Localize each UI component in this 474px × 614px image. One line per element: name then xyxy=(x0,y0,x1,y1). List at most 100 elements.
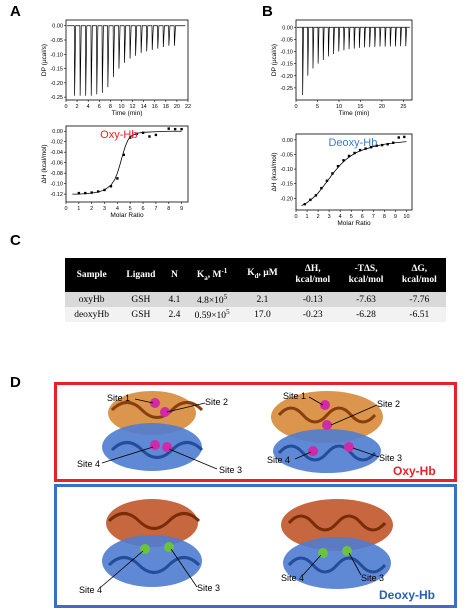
ligand-site-3 xyxy=(342,546,352,556)
table-header-row: Sample Ligand N Ka, M-1 Kd, µM ΔH, kcal/m… xyxy=(65,258,446,292)
site-pointer xyxy=(168,448,218,470)
oxy-hb-label: Oxy-Hb xyxy=(393,464,436,478)
data-point xyxy=(154,133,158,137)
cell-ka: 0.59×105 xyxy=(185,307,239,322)
x-tick-label: 10 xyxy=(336,104,342,110)
x-tick-label: 8 xyxy=(109,104,112,110)
helix-ribbon xyxy=(110,441,204,459)
data-point xyxy=(347,154,351,158)
plot-frame xyxy=(65,19,189,101)
x-tick-label: 4 xyxy=(87,104,90,110)
deoxy-hb-right-molecule: Site 4 Site 3 xyxy=(281,499,393,589)
site-pointer xyxy=(100,550,144,588)
data-point xyxy=(135,132,138,136)
site-label: Site 2 xyxy=(205,397,228,407)
fit-curve xyxy=(301,141,407,206)
x-tick-label: 1 xyxy=(306,214,309,220)
series-label: Deoxy-Hb xyxy=(328,137,377,149)
header-n: N xyxy=(163,258,186,292)
y-tick-label: -0.05 xyxy=(280,152,293,158)
y-tick-label: -0.15 xyxy=(280,62,293,68)
site-label: Site 4 xyxy=(281,573,304,583)
x-axis-label: Molar Ratio xyxy=(110,212,144,219)
x-axis-label: Time (min) xyxy=(112,110,143,117)
data-point xyxy=(331,172,334,175)
data-point xyxy=(397,136,400,139)
table-row: deoxyHb GSH 2.4 0.59×105 17.0 -0.23 -6.2… xyxy=(65,307,446,322)
y-tick-label: -0.02 xyxy=(50,140,63,146)
data-point xyxy=(364,147,367,150)
data-point xyxy=(180,127,183,131)
site-pointer xyxy=(352,447,380,458)
blue-subunit xyxy=(102,535,202,587)
data-point xyxy=(77,191,81,195)
x-tick-label: 10 xyxy=(118,104,124,110)
data-point xyxy=(90,191,93,194)
header-tds: -TΔS, kcal/mol xyxy=(339,258,393,292)
oxy-hb-structures: Site 1 Site 2 Site 4 Site 3 Site 1 Site … xyxy=(77,391,436,478)
plot-frame xyxy=(295,19,413,101)
data-point xyxy=(84,191,87,195)
site-pointer xyxy=(134,398,154,404)
data-point xyxy=(342,159,345,162)
panel-letter-c: C xyxy=(10,232,21,249)
x-tick-label: 20 xyxy=(379,104,385,110)
y-tick-label: 0.00 xyxy=(282,25,293,31)
y-tick-label: -0.08 xyxy=(50,171,63,177)
deoxy-hb-structures: Site 4 Site 3 Site 4 Site 3 Deoxy-Hb xyxy=(79,499,435,602)
y-axis-label: ΔH (kcal/mol) xyxy=(271,152,278,191)
cell-kd: 2.1 xyxy=(238,292,287,307)
site-label: Site 4 xyxy=(267,455,290,465)
helix-ribbon xyxy=(277,444,377,462)
site-label: Site 1 xyxy=(107,393,130,403)
y-axis-label: DP (µcal/s) xyxy=(41,44,48,76)
helix-ribbon xyxy=(107,512,201,530)
helix-ribbon xyxy=(107,556,201,574)
data-point xyxy=(314,194,318,197)
chart-a-thermogram: 0 2 4 6 8 10 12 14 16 18 20 22 0.00 -0.05 -0.10 -0.15 -0… xyxy=(41,19,191,117)
y-tick-label: -0.04 xyxy=(50,150,63,156)
cell-ligand: GSH xyxy=(118,292,164,307)
plot-frame xyxy=(295,133,413,211)
x-tick-label: 6 xyxy=(361,214,364,220)
x-tick-label: 8 xyxy=(383,214,386,220)
data-point xyxy=(167,127,170,130)
x-tick-label: 25 xyxy=(400,104,406,110)
y-tick-label: 0.00 xyxy=(52,24,63,30)
panel-letter-b: B xyxy=(262,3,273,20)
x-tick-label: 9 xyxy=(394,214,397,220)
plot-frame xyxy=(65,125,189,203)
data-point xyxy=(303,202,307,206)
helix-ribbon xyxy=(287,514,387,532)
data-point xyxy=(358,148,362,152)
thermogram-trace xyxy=(67,25,186,96)
thermodynamics-table: Sample Ligand N Ka, M-1 Kd, µM ΔH, kcal/m… xyxy=(65,258,446,322)
thermogram-trace xyxy=(296,26,410,96)
site-pointer xyxy=(166,402,206,413)
y-tick-label: -0.10 xyxy=(50,182,63,188)
site-label: Site 2 xyxy=(377,399,400,409)
cell-dg: -6.51 xyxy=(392,307,446,322)
cell-sample: deoxyHb xyxy=(65,307,119,322)
x-tick-label: 6 xyxy=(98,104,101,110)
panel-letter-a: A xyxy=(10,3,21,20)
x-tick-label: 4 xyxy=(116,206,119,212)
deoxy-hb-structure-box: Site 4 Site 3 Site 4 Site 3 Deoxy-Hb xyxy=(54,484,457,608)
data-point xyxy=(116,177,119,180)
data-point xyxy=(141,131,145,135)
cell-dh: -0.13 xyxy=(286,292,340,307)
site-pointer xyxy=(348,552,362,576)
y-tick-label: -0.10 xyxy=(280,50,293,56)
data-point xyxy=(129,136,132,139)
data-point xyxy=(309,198,312,201)
data-point xyxy=(103,188,106,192)
data-point xyxy=(96,190,100,193)
x-tick-label: 8 xyxy=(167,206,170,212)
y-tick-label: -0.15 xyxy=(280,182,293,188)
site-label: Site 4 xyxy=(79,585,102,595)
y-tick-label: -0.05 xyxy=(280,37,293,43)
x-tick-label: 14 xyxy=(141,104,147,110)
ligand-site-3 xyxy=(162,442,172,452)
data-point xyxy=(148,135,151,138)
chart-a-binding-isotherm: 0 1 2 3 4 5 6 7 8 9 0.00 -0.02 -0.04 -0.06 -0.08 -0.10 -… xyxy=(41,125,189,219)
